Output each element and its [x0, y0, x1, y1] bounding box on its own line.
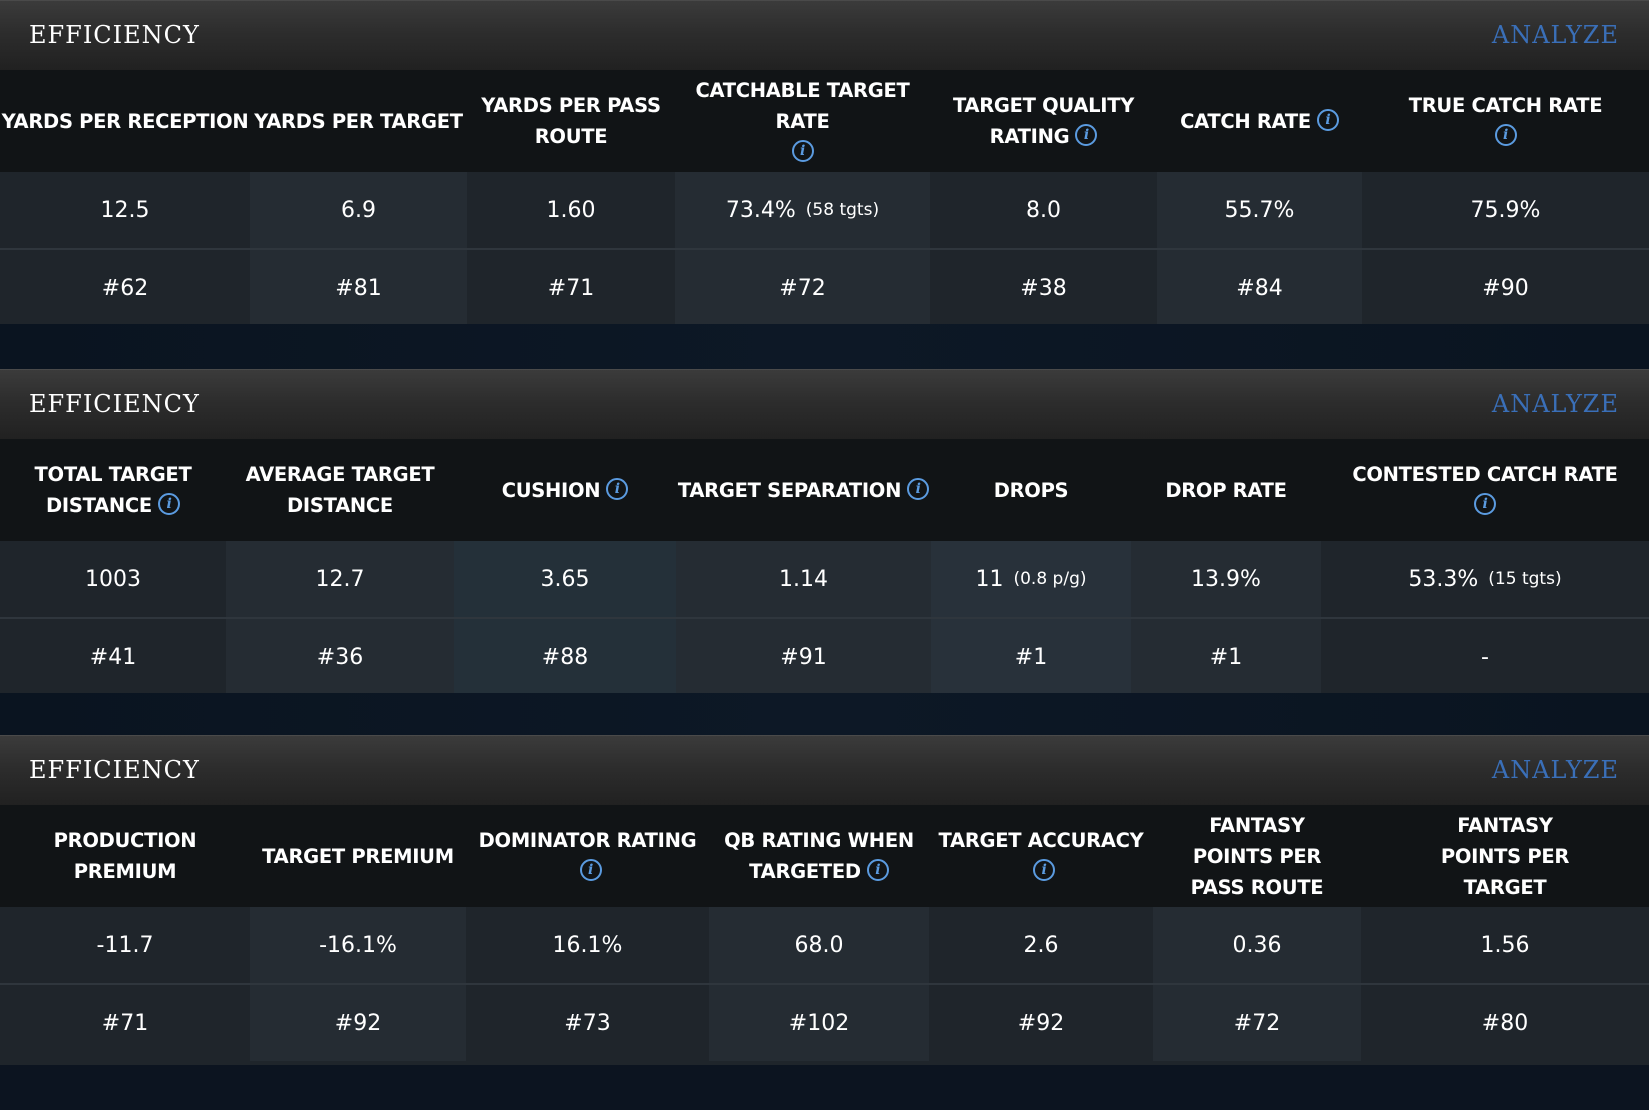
column-header-row: PRODUCTION PREMIUM TARGET PREMIUM DOMINA… [0, 805, 1649, 907]
rank-cell: #91 [676, 619, 931, 695]
column-header: YARDS PER PASS ROUTE [481, 94, 661, 148]
value-cell: 75.9% [1470, 197, 1541, 223]
column-header: CONTESTED CATCH RATE i [1321, 439, 1649, 541]
column-header: TARGET SEPARATION i [676, 439, 931, 541]
analyze-link[interactable]: ANALYZE [1491, 390, 1619, 418]
column-header: TOTAL TARGET DISTANCE i [34, 463, 192, 517]
section-gap [0, 693, 1649, 741]
value-cell: 3.65 [454, 541, 676, 617]
rank-cell: #1 [1131, 619, 1321, 695]
value-cell: 1.60 [546, 197, 596, 223]
values-row: -11.7 -16.1% 16.1% 68.0 2.6 0.36 1.56 [0, 907, 1649, 983]
info-icon[interactable]: i [606, 477, 629, 500]
info-icon[interactable]: i [1033, 859, 1055, 881]
rank-cell: #71 [547, 275, 595, 301]
ranks-row: #71 #92 #73 #102 #92 #72 #80 [0, 983, 1649, 1065]
value-cell: 55.7% [1157, 172, 1362, 248]
efficiency-section-2: EFFICIENCY ANALYZE TOTAL TARGET DISTANCE… [0, 369, 1649, 695]
column-header: YARDS PER RECEPTION [1, 109, 249, 133]
section-title: EFFICIENCY [29, 756, 200, 784]
column-header: TARGET PREMIUM [262, 844, 454, 868]
efficiency-section-1: EFFICIENCY ANALYZE YARDS PER RECEPTION Y… [0, 0, 1649, 326]
value-cell: -16.1% [250, 907, 466, 983]
value-cell: 16.1% [552, 932, 623, 958]
column-header: DROPS [993, 478, 1069, 502]
column-header: QB RATING WHEN TARGETED i [724, 829, 914, 883]
value-cell: 1.56 [1480, 932, 1530, 958]
section-gap [0, 324, 1649, 372]
section-title: EFFICIENCY [29, 21, 200, 49]
value-cell: 73.4% (58 tgts) [675, 172, 930, 248]
value-cell: 6.9 [250, 172, 467, 248]
rank-cell: #72 [1153, 985, 1361, 1061]
info-icon[interactable]: i [1316, 108, 1339, 131]
column-header: FANTASY POINTS PER TARGET [1440, 813, 1570, 899]
rank-cell: #41 [89, 644, 137, 670]
analyze-link[interactable]: ANALYZE [1491, 21, 1619, 49]
value-cell: 11 (0.8 p/g) [931, 541, 1131, 617]
rank-cell: #90 [1482, 275, 1529, 301]
value-cell: 2.6 [1023, 932, 1059, 958]
rank-cell: #81 [250, 250, 467, 326]
info-icon[interactable]: i [157, 493, 180, 515]
rank-cell: #73 [564, 1010, 611, 1036]
value-cell: 12.5 [100, 197, 150, 223]
column-header: PRODUCTION PREMIUM [53, 829, 197, 883]
rank-cell: #102 [709, 985, 929, 1061]
value-cell: 12.7 [226, 541, 454, 617]
ranks-row: #41 #36 #88 #91 #1 #1 - [0, 617, 1649, 695]
value-cell: 8.0 [1026, 197, 1061, 223]
rank-cell: #72 [675, 250, 930, 326]
column-header: AVERAGE TARGET DISTANCE [245, 463, 435, 517]
rank-cell: #62 [101, 275, 149, 301]
rank-cell: #84 [1157, 250, 1362, 326]
info-icon[interactable]: i [1494, 124, 1517, 146]
value-cell: 0.36 [1153, 907, 1361, 983]
value-cell: 1.14 [676, 541, 931, 617]
rank-cell: #92 [250, 985, 466, 1061]
info-icon[interactable]: i [866, 859, 889, 881]
ranks-row: #62 #81 #71 #72 #38 #84 #90 [0, 248, 1649, 326]
rank-cell: #38 [1020, 275, 1067, 301]
column-header: DROP RATE [1165, 478, 1287, 502]
section-header: EFFICIENCY ANALYZE [0, 735, 1649, 805]
column-header: TARGET ACCURACYi [929, 805, 1153, 907]
value-cell: 1003 [85, 566, 141, 592]
rank-cell: #88 [454, 619, 676, 695]
info-icon[interactable]: i [907, 477, 930, 500]
info-icon[interactable]: i [579, 859, 602, 881]
values-row: 12.5 6.9 1.60 73.4% (58 tgts) 8.0 55.7% 7… [0, 172, 1649, 248]
column-header: FANTASY POINTS PER PASS ROUTE [1190, 813, 1324, 899]
rank-cell: #71 [101, 1010, 149, 1036]
value-cell: 68.0 [709, 907, 929, 983]
analyze-link[interactable]: ANALYZE [1491, 756, 1619, 784]
section-title: EFFICIENCY [29, 390, 200, 418]
rank-cell: #1 [931, 619, 1131, 695]
column-header: TARGET QUALITY RATING i [952, 94, 1135, 148]
value-cell: 13.9% [1131, 541, 1321, 617]
rank-cell: #92 [1017, 1010, 1065, 1036]
column-header-row: TOTAL TARGET DISTANCE i AVERAGE TARGET DI… [0, 439, 1649, 541]
section-header: EFFICIENCY ANALYZE [0, 369, 1649, 439]
column-header: YARDS PER TARGET [254, 109, 463, 133]
column-header: CUSHION i [454, 439, 676, 541]
efficiency-section-3: EFFICIENCY ANALYZE PRODUCTION PREMIUM TA… [0, 735, 1649, 1110]
column-header: DOMINATOR RATINGi [466, 805, 709, 907]
info-icon[interactable]: i [1473, 493, 1496, 515]
column-header-row: YARDS PER RECEPTION YARDS PER TARGET YAR… [0, 70, 1649, 172]
section-header: EFFICIENCY ANALYZE [0, 0, 1649, 70]
info-icon[interactable]: i [1075, 124, 1098, 146]
rank-cell: - [1481, 644, 1489, 670]
rank-cell: #80 [1481, 1010, 1529, 1036]
info-icon[interactable]: i [791, 139, 814, 162]
column-header: CATCHABLE TARGET RATE i [675, 70, 930, 172]
value-cell: -11.7 [96, 932, 154, 958]
rank-cell: #36 [226, 619, 454, 695]
column-header: TRUE CATCH RATE i [1362, 70, 1649, 172]
column-header: CATCH RATE i [1157, 70, 1362, 172]
values-row: 1003 12.7 3.65 1.14 11 (0.8 p/g) 13.9% 53… [0, 541, 1649, 617]
value-cell: 53.3% (15 tgts) [1408, 566, 1562, 592]
